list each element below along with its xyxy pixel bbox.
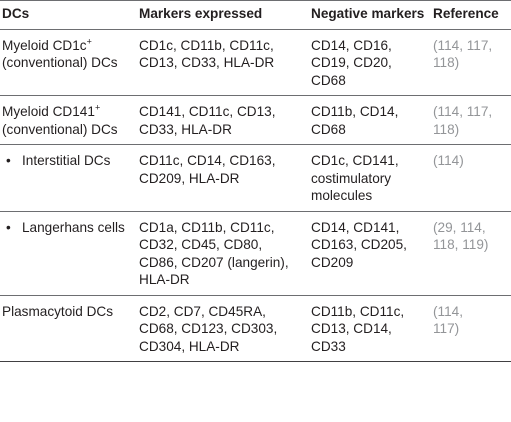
- header-reference: Reference: [433, 6, 499, 21]
- dc-type-line2: (conventional) DCs: [2, 121, 118, 137]
- negative-markers-cell: CD14, CD16, CD19, CD20, CD68: [311, 37, 392, 88]
- dc-type-line1: Myeloid CD141: [2, 104, 95, 119]
- dc-type-line1: Myeloid CD1c: [2, 37, 87, 53]
- reference-link[interactable]: (29, 114, 118, 119): [433, 219, 489, 253]
- dc-type-cell: Myeloid CD1c+ (conventional) DCs: [0, 29, 139, 96]
- table-row: Myeloid CD141+ (conventional) DCs CD141, …: [0, 96, 511, 145]
- reference-link[interactable]: (114, 117): [433, 303, 463, 337]
- negative-markers-cell: CD11b, CD14, CD68: [311, 104, 399, 137]
- negative-markers-cell: CD1c, CD141, costimulatory molecules: [311, 153, 399, 203]
- dc-type-line1: Plasmacytoid DCs: [2, 303, 114, 319]
- dc-type-cell: • Langerhans cells: [0, 211, 139, 295]
- negative-markers-cell: CD14, CD141, CD163, CD205, CD209: [311, 219, 407, 270]
- bullet-icon: •: [6, 219, 11, 235]
- table-row: Plasmacytoid DCs CD2, CD7, CD45RA, CD68,…: [0, 295, 511, 362]
- bullet-icon: •: [6, 153, 11, 168]
- header-row: DCs Markers expressed Negative markers R…: [0, 0, 511, 29]
- markers-expressed-cell: CD141, CD11c, CD13, CD33, HLA-DR: [139, 104, 276, 137]
- table-row: • Interstitial DCs CD11c, CD14, CD163, CD…: [0, 145, 511, 212]
- table-row: • Langerhans cells CD1a, CD11b, CD11c, CD…: [0, 211, 511, 295]
- markers-expressed-cell: CD2, CD7, CD45RA, CD68, CD123, CD303, CD…: [139, 303, 278, 354]
- dc-type-line1: Langerhans cells: [22, 219, 125, 235]
- negative-markers-cell: CD11b, CD11c, CD13, CD14, CD33: [311, 303, 405, 354]
- table-row: Myeloid CD1c+ (conventional) DCs CD1c, CD…: [0, 29, 511, 96]
- header-markers-expressed: Markers expressed: [139, 6, 263, 21]
- dc-type-cell: Plasmacytoid DCs: [0, 295, 139, 362]
- reference-link[interactable]: (114): [433, 153, 464, 168]
- dc-type-superscript: +: [94, 102, 101, 113]
- header-negative-markers: Negative markers: [311, 6, 425, 21]
- markers-expressed-cell: CD1c, CD11b, CD11c, CD13, CD33, HLA-DR: [139, 37, 275, 71]
- dc-type-line2: (conventional) DCs: [2, 55, 118, 70]
- reference-link[interactable]: (114, 117, 118): [433, 104, 493, 137]
- header-dcs: DCs: [2, 6, 30, 21]
- reference-link[interactable]: (114, 117, 118): [433, 37, 493, 71]
- markers-expressed-cell: CD11c, CD14, CD163, CD209, HLA-DR: [139, 153, 276, 186]
- markers-expressed-cell: CD1a, CD11b, CD11c, CD32, CD45, CD80, CD…: [139, 219, 289, 288]
- dc-markers-table: DCs Markers expressed Negative markers R…: [0, 0, 511, 362]
- dc-type-line1: Interstitial DCs: [22, 153, 111, 168]
- dc-type-superscript: +: [86, 35, 92, 46]
- dc-type-cell: Myeloid CD141+ (conventional) DCs: [0, 96, 139, 145]
- dc-type-cell: • Interstitial DCs: [0, 145, 139, 212]
